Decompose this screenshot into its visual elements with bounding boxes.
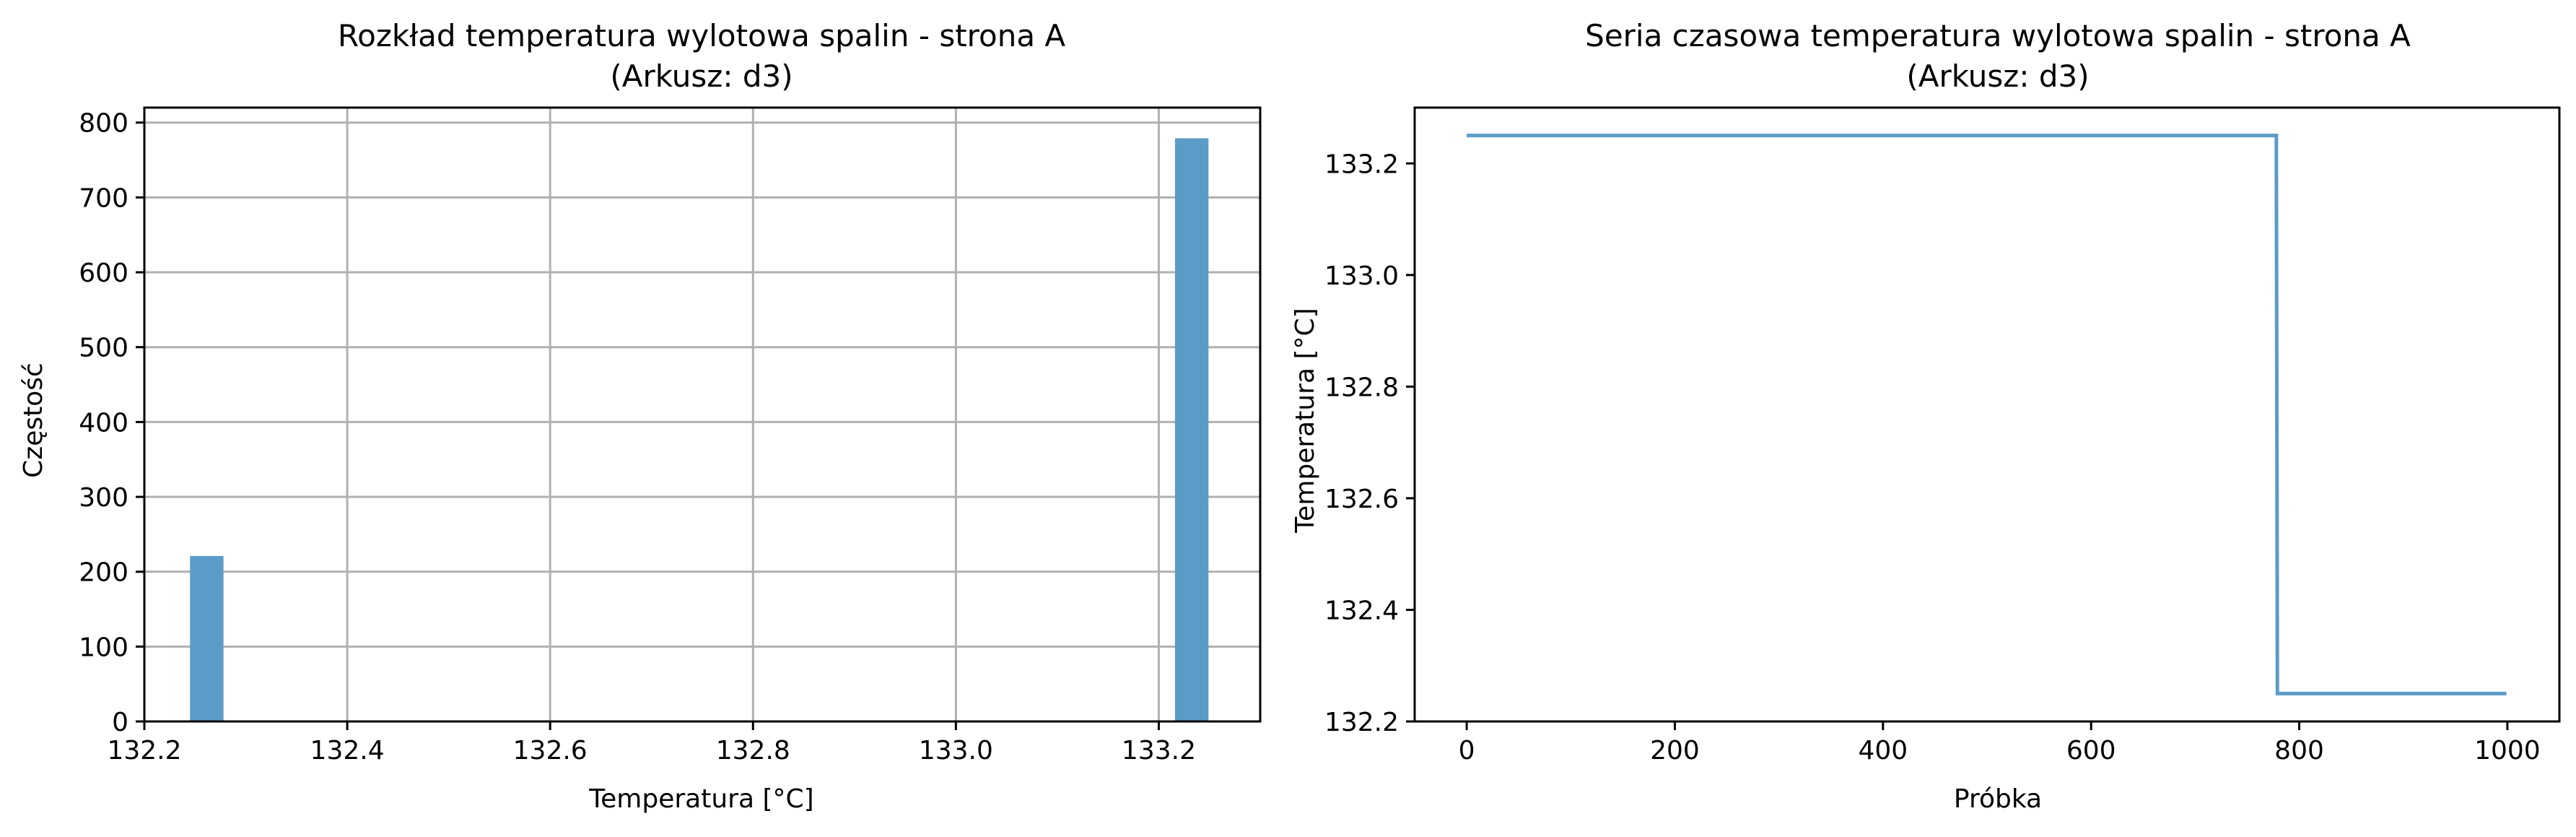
timeseries-x-tick-label: 400 xyxy=(1858,736,1908,766)
timeseries-chart: Seria czasowa temperatura wylotowa spali… xyxy=(1291,18,2561,814)
histogram-y-tick-label: 500 xyxy=(79,334,128,363)
histogram-y-tick-label: 100 xyxy=(79,633,128,662)
histogram-x-tick-label: 133.2 xyxy=(1122,736,1196,766)
timeseries-y-tick-label: 132.4 xyxy=(1324,596,1399,625)
histogram-bars xyxy=(190,138,1209,721)
timeseries-y-ticks: 132.2 132.4 132.6 132.8 133.0 133.2 xyxy=(1324,149,1415,737)
histogram-bar xyxy=(190,555,224,721)
histogram-y-tick-label: 400 xyxy=(79,408,128,438)
timeseries-x-tick-label: 0 xyxy=(1459,736,1475,766)
timeseries-x-ticks: 0 200 400 600 800 1000 xyxy=(1459,721,2541,766)
histogram-chart: Rozkład temperatura wylotowa spalin - st… xyxy=(19,18,1262,814)
histogram-y-axis-label: Częstość xyxy=(19,363,48,478)
timeseries-y-tick-label: 132.8 xyxy=(1324,373,1399,402)
histogram-x-tick-label: 132.8 xyxy=(716,736,790,766)
histogram-x-tick-label: 132.2 xyxy=(107,736,181,766)
histogram-x-tick-label: 133.0 xyxy=(919,736,993,766)
histogram-x-tick-label: 132.6 xyxy=(513,736,588,766)
timeseries-x-tick-label: 600 xyxy=(2066,736,2116,766)
timeseries-y-tick-label: 133.0 xyxy=(1324,261,1399,291)
timeseries-y-tick-label: 132.2 xyxy=(1324,708,1399,737)
histogram-axes-frame xyxy=(143,106,1262,723)
histogram-x-axis-label: Temperatura [°C] xyxy=(588,784,813,814)
histogram-y-tick-label: 300 xyxy=(79,483,128,513)
histogram-subtitle: (Arkusz: d3) xyxy=(610,58,793,94)
histogram-y-tick-label: 200 xyxy=(79,558,128,588)
histogram-bar xyxy=(1174,138,1209,721)
histogram-x-ticks: 132.2 132.4 132.6 132.8 133.0 133.2 xyxy=(107,721,1196,766)
timeseries-y-tick-label: 132.6 xyxy=(1324,485,1399,514)
timeseries-axes-frame xyxy=(1413,106,2561,723)
histogram-y-ticks: 0 100 200 300 400 500 600 700 800 xyxy=(79,109,144,737)
histogram-y-tick-label: 800 xyxy=(79,109,128,139)
histogram-title: Rozkład temperatura wylotowa spalin - st… xyxy=(338,18,1066,53)
histogram-x-tick-label: 132.4 xyxy=(310,736,385,766)
histogram-y-tick-label: 600 xyxy=(79,259,128,288)
timeseries-lines xyxy=(1467,134,2507,695)
histogram-y-tick-label: 0 xyxy=(112,708,128,737)
timeseries-y-axis-label: Temperatura [°C] xyxy=(1291,308,1320,533)
timeseries-y-tick-label: 133.2 xyxy=(1324,149,1399,179)
timeseries-title: Seria czasowa temperatura wylotowa spali… xyxy=(1585,18,2411,53)
timeseries-x-tick-label: 1000 xyxy=(2474,736,2541,766)
histogram-y-tick-label: 700 xyxy=(79,183,128,213)
timeseries-subtitle: (Arkusz: d3) xyxy=(1906,58,2089,94)
timeseries-x-tick-label: 200 xyxy=(1650,736,1700,766)
timeseries-x-tick-label: 800 xyxy=(2274,736,2324,766)
timeseries-x-axis-label: Próbka xyxy=(1954,784,2042,814)
timeseries-line xyxy=(1467,134,2507,695)
